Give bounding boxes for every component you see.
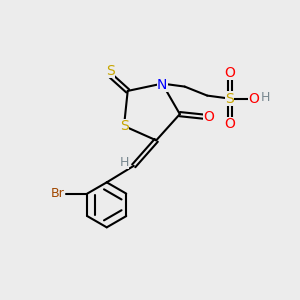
- Text: S: S: [106, 64, 115, 78]
- Text: Br: Br: [51, 187, 65, 200]
- Text: O: O: [224, 66, 235, 80]
- Text: S: S: [225, 92, 234, 106]
- Text: N: N: [157, 78, 167, 92]
- Text: O: O: [203, 110, 214, 124]
- Text: O: O: [248, 92, 259, 106]
- Text: S: S: [120, 119, 128, 133]
- Text: H: H: [261, 91, 270, 103]
- Text: O: O: [224, 117, 235, 131]
- Text: H: H: [119, 156, 129, 169]
